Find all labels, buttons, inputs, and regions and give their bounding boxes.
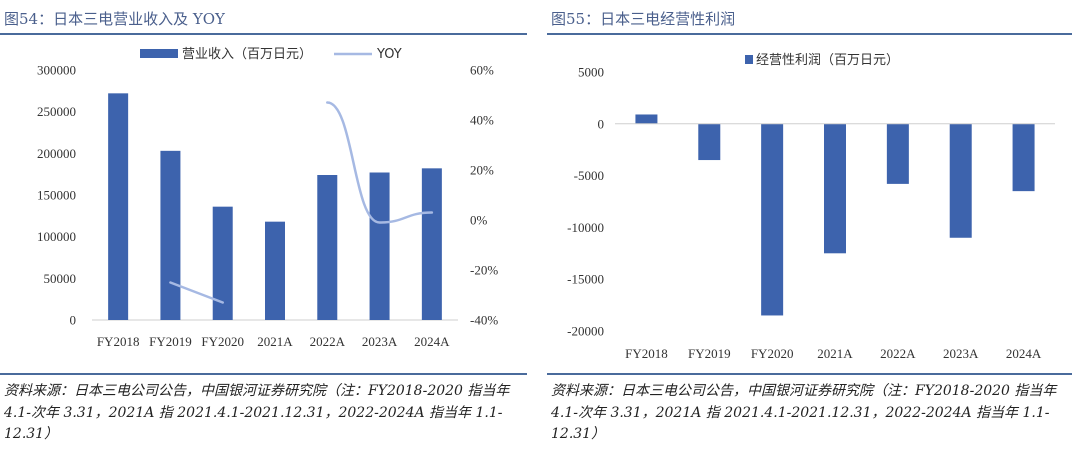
y-tick-label: -15000 — [567, 272, 604, 287]
y-tick-label: -20000 — [567, 324, 604, 339]
legend-yoy-label: YOY — [376, 47, 402, 62]
left-source-note: 资料来源：日本三电公司公告，中国银河证券研究院（注：FY2018-2020 指当… — [4, 383, 510, 442]
y-tick-label: 0 — [598, 116, 605, 131]
left-title-rule — [0, 33, 527, 35]
operating-profit-bar — [761, 123, 784, 316]
operating-profit-chart-panel: 图55：日本三电经营性利润 -20000 -15000 -10000 -5000 0 50… — [547, 0, 1072, 460]
x-tick-label: FY2020 — [201, 334, 244, 349]
revenue-bar — [421, 168, 442, 320]
revenue-bar — [212, 206, 233, 320]
yoy-line — [326, 101, 434, 224]
operating-profit-bar — [824, 123, 846, 254]
revenue-bar — [160, 150, 181, 320]
x-tick-label: 2022A — [310, 334, 346, 349]
x-tick-label: 2023A — [943, 346, 979, 361]
right-title-rule — [547, 33, 1072, 35]
y-tick-label: -10000 — [567, 220, 604, 235]
legend-bar-swatch — [745, 55, 753, 64]
x-tick-label: 2024A — [1006, 346, 1042, 361]
y-right-tick-label: 60% — [470, 63, 494, 78]
revenue-bar — [108, 93, 129, 320]
x-tick-label: FY2019 — [149, 334, 192, 349]
y-right-tick-label: 40% — [470, 113, 494, 128]
revenue-bar — [369, 172, 390, 320]
revenue-yoy-chart: 0 50000 100000 150000 200000 250000 300000 -40%… — [37, 47, 498, 349]
x-tick-label: 2022A — [880, 346, 916, 361]
right-source-note: 资料来源：日本三电公司公告，中国银河证券研究院（注：FY2018-2020 指当… — [551, 383, 1057, 442]
y-left-tick-label: 200000 — [37, 146, 76, 161]
x-tick-label: 2024A — [414, 334, 450, 349]
x-tick-label: FY2018 — [97, 334, 140, 349]
left-figure-title: 图54：日本三电营业收入及 YOY — [4, 10, 225, 28]
y-left-tick-label: 50000 — [44, 271, 77, 286]
x-tick-label: 2021A — [817, 346, 853, 361]
operating-profit-bar — [886, 123, 909, 184]
y-left-tick-label: 300000 — [37, 63, 76, 78]
y-left-tick-label: 250000 — [37, 104, 76, 119]
y-tick-label: -5000 — [574, 168, 604, 183]
y-tick-label: 5000 — [578, 65, 604, 80]
y-right-tick-label: -40% — [470, 313, 498, 328]
operating-profit-bar — [635, 114, 658, 124]
operating-profit-bar — [698, 123, 721, 161]
right-source-rule — [547, 373, 1072, 375]
left-source-rule — [0, 373, 527, 375]
legend-revenue-label: 营业收入（百万日元） — [182, 47, 312, 62]
x-tick-label: FY2019 — [688, 346, 731, 361]
x-tick-label: FY2018 — [625, 346, 668, 361]
y-right-tick-label: -20% — [470, 263, 498, 278]
x-tick-label: FY2020 — [751, 346, 794, 361]
operating-profit-bar — [1012, 123, 1035, 192]
x-tick-label: 2023A — [362, 334, 398, 349]
right-figure-title: 图55：日本三电经营性利润 — [551, 10, 736, 28]
operating-profit-chart: -20000 -15000 -10000 -5000 0 5000 FY2018 FY2019… — [567, 53, 1055, 361]
revenue-chart-panel: 图54：日本三电营业收入及 YOY 0 50000 100000 150000 2000… — [0, 0, 527, 460]
revenue-bar — [317, 175, 338, 320]
y-left-tick-label: 100000 — [37, 229, 76, 244]
y-left-tick-label: 150000 — [37, 188, 76, 203]
legend-bar-swatch — [140, 49, 178, 58]
y-left-tick-label: 0 — [70, 313, 77, 328]
y-right-tick-label: 20% — [470, 163, 494, 178]
x-tick-label: 2021A — [257, 334, 293, 349]
y-right-tick-label: 0% — [470, 213, 488, 228]
operating-profit-bar — [949, 123, 972, 238]
legend-profit-label: 经营性利润（百万日元） — [756, 53, 899, 68]
yoy-line — [169, 281, 224, 304]
revenue-bar — [265, 221, 285, 320]
